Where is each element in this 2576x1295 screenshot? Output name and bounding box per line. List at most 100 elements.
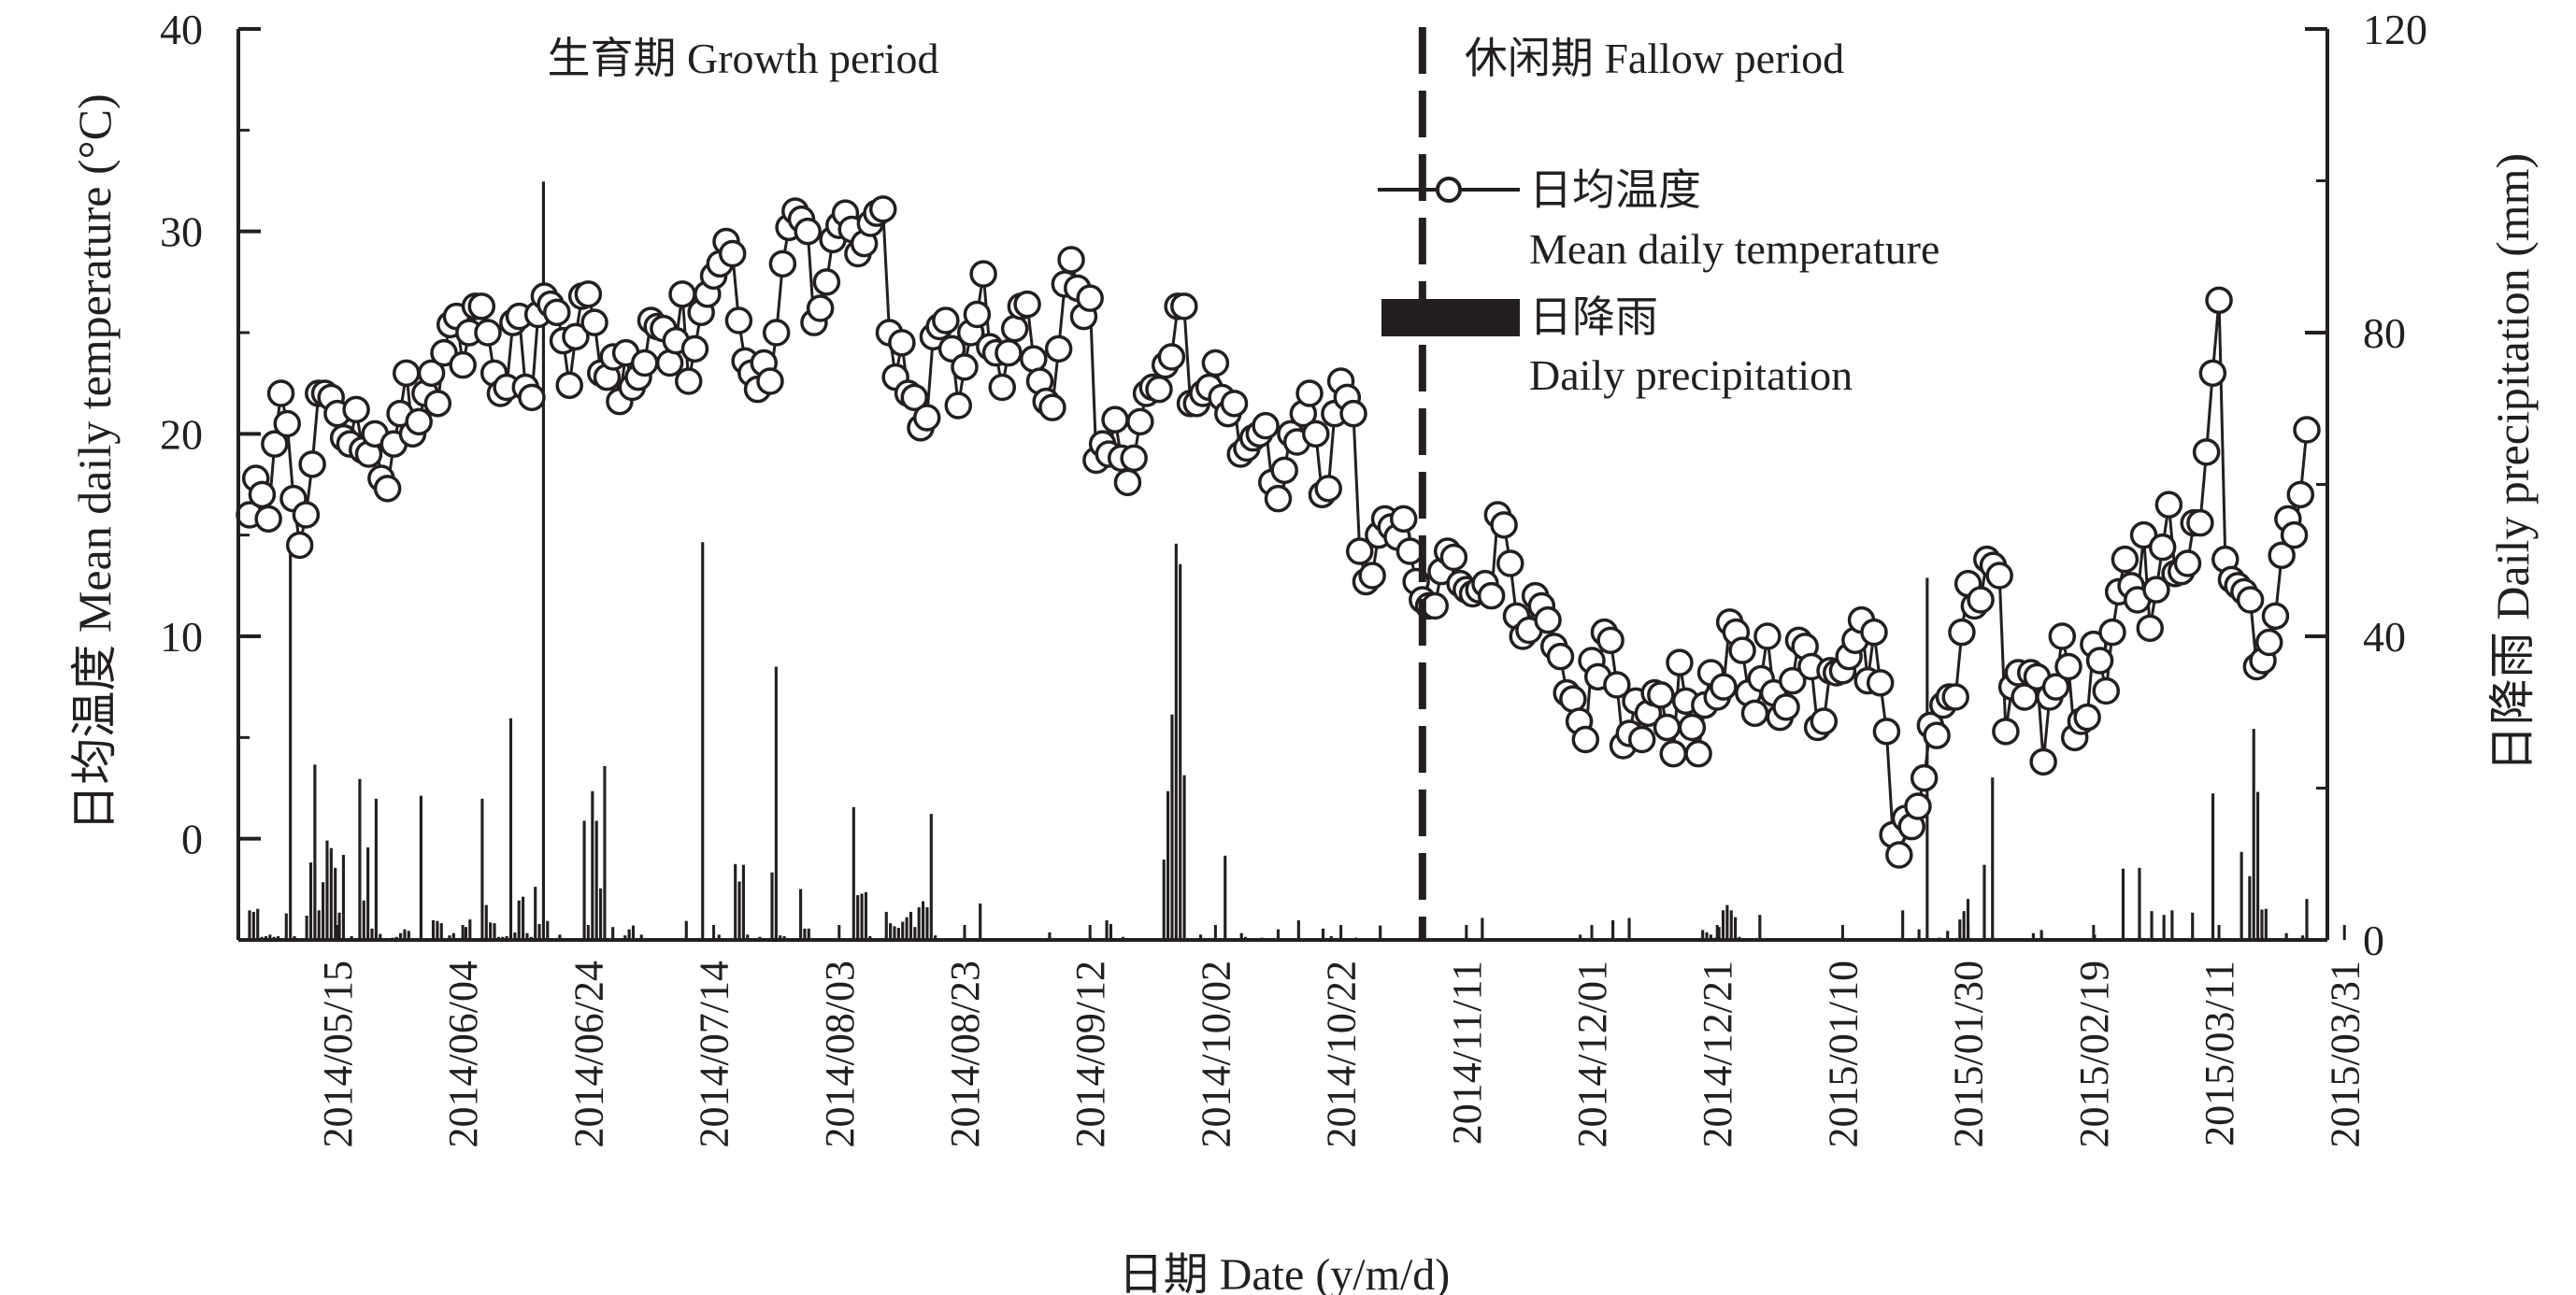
precip-bar [779, 935, 782, 940]
temperature-point [2129, 520, 2158, 549]
precip-bar [774, 666, 778, 940]
precip-bar [1966, 899, 1970, 940]
temperature-point [1264, 484, 1293, 513]
precip-bar [1048, 932, 1052, 940]
precip-bar [909, 911, 913, 940]
temperature-point [768, 249, 797, 278]
precip-bar [489, 922, 493, 940]
precip-bar [1917, 929, 1921, 940]
temperature-point [718, 239, 747, 268]
precip-bar [407, 931, 410, 940]
precip-bar [1166, 790, 1170, 940]
legend-precip-label-cn: 日降雨 [1529, 293, 1658, 341]
temperature-point [2154, 491, 2183, 519]
temperature-point [2148, 533, 2177, 562]
precip-bar [2191, 912, 2195, 940]
temperature-point [912, 404, 941, 432]
temperature-point [1339, 399, 1367, 428]
growth-period-label: 生育期 Growth period [547, 35, 938, 82]
precip-bar [362, 900, 365, 940]
precip-bar [1296, 919, 1300, 940]
precip-bar [2264, 908, 2268, 940]
precip-bar [1946, 931, 1950, 940]
temperature-point [1772, 693, 1800, 721]
precip-bar [2260, 909, 2264, 940]
temperature-point [1345, 537, 1374, 565]
precip-bar [534, 887, 537, 940]
temperature-point [1044, 334, 1073, 363]
precip-bar [284, 913, 288, 940]
temperature-point [655, 349, 684, 377]
legend-precip-label-en: Daily precipitation [1529, 351, 1853, 399]
temperature-point [1810, 707, 1839, 735]
temperature-point [806, 294, 835, 322]
temperature-point [1220, 390, 1249, 418]
precip-bar [513, 932, 517, 940]
precip-bar [639, 934, 643, 940]
temperature-point [405, 407, 433, 436]
precip-bar [598, 888, 603, 940]
precip-bar [419, 795, 422, 940]
precip-bar [1982, 864, 1986, 940]
temperature-point [1496, 549, 1524, 577]
temperature-point [1201, 349, 1230, 377]
temperature-point [2261, 602, 2290, 631]
temperature-point [1992, 718, 2020, 746]
precip-bar [480, 798, 484, 940]
precip-bar [1758, 915, 1762, 940]
precip-bar [322, 882, 325, 940]
temperature-point [1910, 763, 1939, 792]
temperature-point [674, 367, 703, 395]
temperature-point [680, 334, 709, 363]
precip-bar [803, 928, 807, 940]
temperature-point [762, 319, 791, 347]
precip-bar [1579, 934, 1582, 940]
temperature-point [1358, 562, 1386, 590]
temperature-point [574, 280, 603, 308]
precip-bar [1276, 929, 1281, 940]
temperature-point [1684, 739, 1712, 768]
temperature-point [1571, 725, 1600, 754]
temperature-point [868, 195, 897, 223]
precip-bar [2248, 875, 2252, 940]
temperature-point [298, 450, 326, 478]
temperature-point [423, 390, 452, 418]
temperature-point [2254, 628, 2283, 657]
temperature-point [900, 383, 929, 412]
precip-bar [684, 920, 688, 940]
precip-bar [603, 765, 607, 940]
precip-bar [1105, 919, 1109, 940]
precip-bar [305, 916, 308, 940]
x-tick-label: 2014/06/04 [440, 961, 486, 1147]
precip-bar [522, 896, 525, 940]
precip-bar [546, 920, 550, 940]
precip-bar [1991, 777, 1995, 940]
precip-bar [1481, 918, 1484, 940]
temperature-point [1477, 581, 1506, 610]
precip-bar [268, 934, 272, 940]
temperature-point [1120, 444, 1148, 473]
precip-bar [1182, 775, 1186, 940]
temperature-point [1967, 586, 1995, 614]
temperature-point [1779, 666, 1807, 695]
precip-bar [558, 934, 562, 940]
precip-bar [358, 778, 362, 940]
temperature-point [2205, 286, 2233, 315]
precip-bar [464, 927, 468, 940]
precip-bar [737, 881, 741, 940]
precip-bar [431, 919, 436, 940]
temperature-point [2048, 622, 2077, 650]
precip-bar [889, 923, 893, 940]
temperature-point [518, 383, 546, 412]
precip-bar [631, 925, 636, 940]
precip-bar [517, 900, 521, 940]
precip-bar [1174, 543, 1178, 940]
precip-bar [1709, 934, 1712, 940]
y-left-tick-label: 30 [160, 208, 203, 256]
x-tick-label: 2015/03/11 [2197, 961, 2242, 1146]
temperature-point [1157, 343, 1186, 371]
precip-bar [1705, 932, 1709, 940]
axes: 0 10 20 30 40 0 40 80 120 2014/05/15 2014/06/04 201… [160, 6, 2427, 1147]
precip-bar [2170, 910, 2174, 940]
